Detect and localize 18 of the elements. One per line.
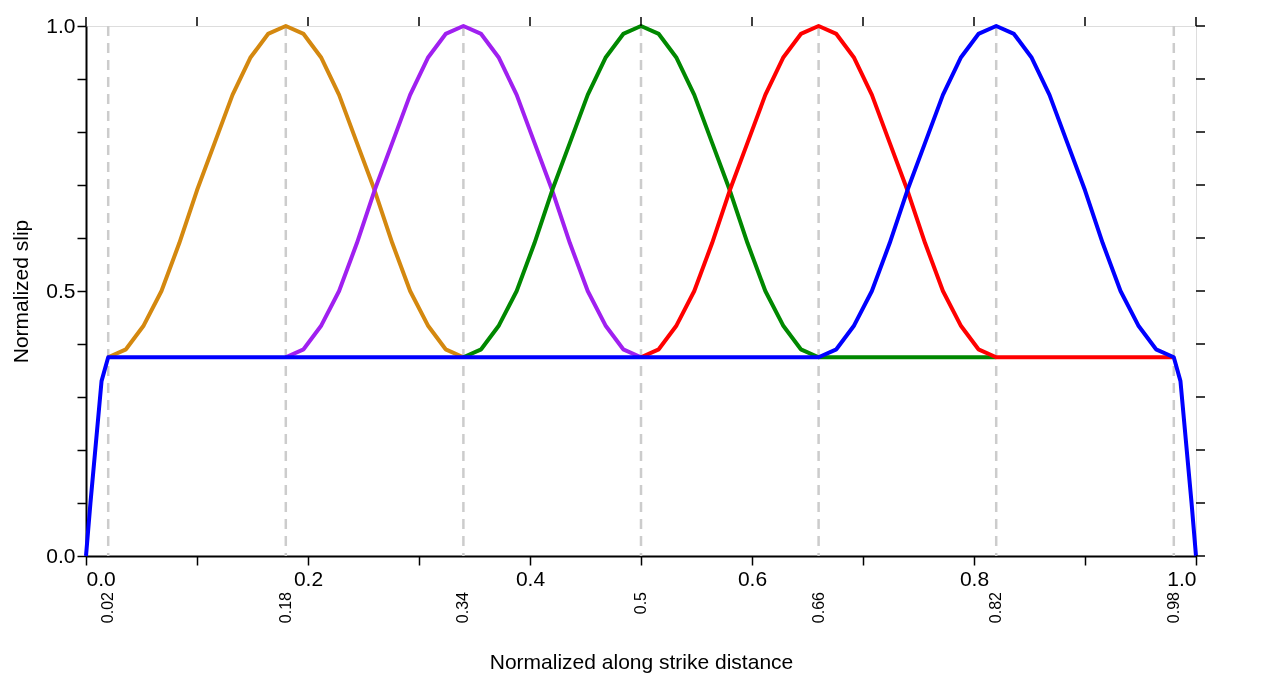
x-axis-title: Normalized along strike distance xyxy=(489,649,794,673)
ref-line-label: 0.98 xyxy=(1164,591,1182,624)
x-tick-label: 0.2 xyxy=(293,566,324,590)
y-tick-label: 0.5 xyxy=(46,278,76,302)
ref-line-label: 0.02 xyxy=(99,591,117,624)
ref-line-label: 0.5 xyxy=(632,591,649,615)
x-tick-label: 1.0 xyxy=(1167,566,1197,590)
x-tick-label: 0.0 xyxy=(86,566,116,590)
x-tick-label: 0.4 xyxy=(515,566,546,590)
x-tick-label: 0.8 xyxy=(959,566,990,590)
ref-line-label: 0.18 xyxy=(276,591,294,624)
ref-line-label: 0.34 xyxy=(454,591,472,624)
y-tick-label: 1.0 xyxy=(46,13,76,37)
y-axis-title: Normalized slip xyxy=(9,219,33,364)
ref-line-label: 0.82 xyxy=(987,591,1005,624)
ref-line-label: 0.66 xyxy=(809,591,827,624)
y-tick-label: 0.0 xyxy=(46,543,76,567)
x-tick-label: 0.6 xyxy=(737,566,768,590)
